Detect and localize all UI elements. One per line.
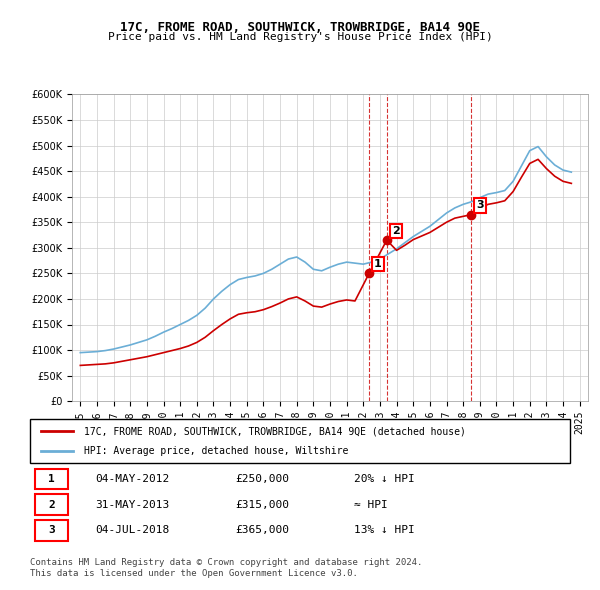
Text: 3: 3: [48, 525, 55, 535]
Text: £365,000: £365,000: [235, 525, 289, 535]
Text: HPI: Average price, detached house, Wiltshire: HPI: Average price, detached house, Wilt…: [84, 446, 349, 455]
Text: 3: 3: [476, 201, 484, 211]
Text: 31-MAY-2013: 31-MAY-2013: [95, 500, 169, 510]
Text: 1: 1: [374, 259, 382, 269]
Text: 17C, FROME ROAD, SOUTHWICK, TROWBRIDGE, BA14 9QE (detached house): 17C, FROME ROAD, SOUTHWICK, TROWBRIDGE, …: [84, 427, 466, 436]
Text: 04-MAY-2012: 04-MAY-2012: [95, 474, 169, 484]
FancyBboxPatch shape: [30, 419, 570, 463]
Text: 17C, FROME ROAD, SOUTHWICK, TROWBRIDGE, BA14 9QE: 17C, FROME ROAD, SOUTHWICK, TROWBRIDGE, …: [120, 21, 480, 34]
FancyBboxPatch shape: [35, 520, 68, 540]
FancyBboxPatch shape: [35, 468, 68, 489]
FancyBboxPatch shape: [35, 494, 68, 515]
Text: This data is licensed under the Open Government Licence v3.0.: This data is licensed under the Open Gov…: [30, 569, 358, 578]
Text: £315,000: £315,000: [235, 500, 289, 510]
Text: Contains HM Land Registry data © Crown copyright and database right 2024.: Contains HM Land Registry data © Crown c…: [30, 558, 422, 566]
Text: £250,000: £250,000: [235, 474, 289, 484]
Text: Price paid vs. HM Land Registry's House Price Index (HPI): Price paid vs. HM Land Registry's House …: [107, 32, 493, 42]
Text: 2: 2: [48, 500, 55, 510]
Text: 1: 1: [48, 474, 55, 484]
Text: 04-JUL-2018: 04-JUL-2018: [95, 525, 169, 535]
Text: 20% ↓ HPI: 20% ↓ HPI: [354, 474, 415, 484]
Text: 2: 2: [392, 226, 400, 236]
Text: ≈ HPI: ≈ HPI: [354, 500, 388, 510]
Text: 13% ↓ HPI: 13% ↓ HPI: [354, 525, 415, 535]
